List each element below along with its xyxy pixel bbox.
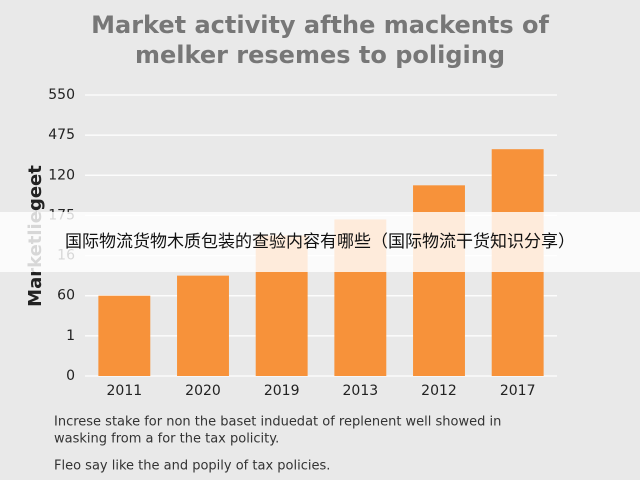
note: wasking from a for the tax policity.: [54, 432, 279, 447]
bar: [177, 275, 229, 376]
x-tick-label: 2017: [500, 383, 536, 399]
y-tick-label: 60: [57, 288, 75, 304]
note: Fleo say like the and popily of tax poli…: [54, 459, 330, 474]
chart-title: Market activity afthe mackents of: [91, 11, 549, 39]
x-tick-label: 2013: [343, 383, 379, 399]
x-tick-label: 2011: [107, 383, 143, 399]
y-tick-label: 0: [66, 368, 75, 384]
y-tick-label: 120: [48, 167, 75, 183]
overlay-text: 国际物流货物木质包装的查验内容有哪些（国际物流干货知识分享）: [65, 232, 575, 252]
bar: [98, 295, 151, 376]
y-tick-label: 550: [48, 87, 75, 103]
x-tick-label: 2012: [421, 383, 457, 399]
y-tick-label: 475: [48, 127, 75, 143]
note: Increse stake for non the baset induedat…: [54, 415, 501, 430]
overlay-banner: [0, 212, 640, 272]
y-tick-label: 1: [66, 328, 75, 344]
chart-title: melker resemes to poliging: [135, 41, 505, 69]
x-tick-label: 2019: [264, 383, 300, 399]
x-tick-label: 2020: [185, 383, 221, 399]
